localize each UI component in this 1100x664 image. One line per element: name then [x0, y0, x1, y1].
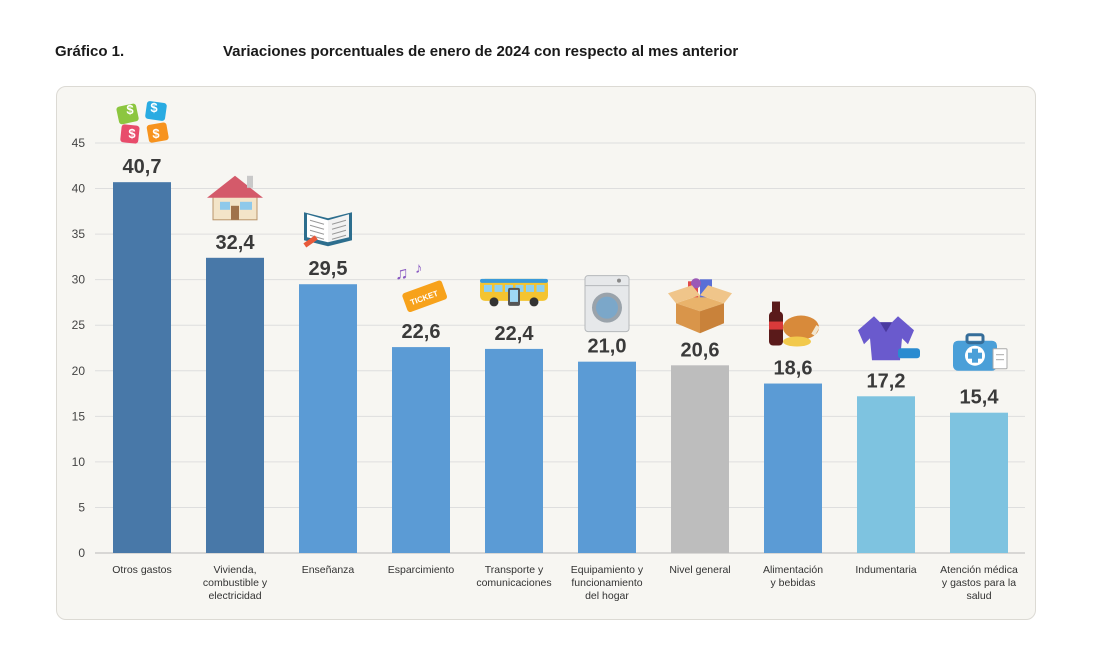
- y-tick-label: 10: [72, 455, 86, 469]
- food-drink-icon: [769, 301, 820, 347]
- y-tick-label: 0: [78, 546, 85, 560]
- x-tick-label: Esparcimiento: [388, 564, 455, 576]
- bar-4: [392, 347, 450, 553]
- first-aid-kit-icon: [953, 333, 1008, 371]
- data-label: 15,4: [960, 387, 1000, 409]
- book-icon: [303, 212, 352, 248]
- box-icon: [668, 278, 732, 334]
- data-label: 17,2: [867, 370, 906, 392]
- bar-3: [299, 284, 357, 553]
- chart-header: Gráfico 1. Variaciones porcentuales de e…: [55, 38, 738, 64]
- y-tick-label: 20: [72, 364, 86, 378]
- bus-icon: [480, 278, 548, 307]
- svg-text:♪: ♪: [415, 260, 423, 277]
- money-puzzle-icon: $ $ $ $: [116, 100, 169, 144]
- svg-text:♫: ♫: [395, 263, 409, 283]
- x-tick-label: Otros gastos: [112, 564, 172, 576]
- svg-text:$: $: [128, 126, 136, 141]
- x-tick-label: Equipamiento y funcionamiento del hogar: [571, 564, 644, 602]
- y-tick-label: 35: [72, 227, 86, 241]
- data-label: 20,6: [681, 339, 720, 361]
- y-tick-label: 5: [78, 500, 85, 514]
- figure-number: Gráfico 1.: [55, 42, 125, 60]
- data-label: 40,7: [123, 156, 162, 178]
- bar-8: [764, 383, 822, 553]
- chart-title: Variaciones porcentuales de enero de 202…: [223, 42, 739, 60]
- x-tick-label: Nivel general: [669, 564, 730, 576]
- data-label: 32,4: [216, 232, 256, 254]
- washing-machine-icon: [584, 275, 630, 333]
- x-tick-label: Vivienda, combustible y electricidad: [203, 564, 268, 602]
- bar-5: [485, 348, 543, 553]
- bar-1: [113, 182, 171, 553]
- bar-6: [578, 361, 636, 553]
- ticket-music-icon: TICKET♫ ♪: [395, 260, 447, 312]
- x-tick-label: Transporte y comunicaciones: [476, 564, 551, 589]
- y-tick-label: 30: [72, 273, 86, 287]
- clothes-icon: [858, 316, 920, 361]
- data-label: 18,6: [774, 358, 813, 380]
- data-label: 22,4: [495, 323, 535, 345]
- x-tick-label: Enseñanza: [302, 564, 355, 576]
- svg-text:$: $: [126, 102, 134, 117]
- y-tick-label: 15: [72, 409, 86, 423]
- bar-9: [857, 396, 915, 553]
- y-tick-label: 40: [72, 182, 86, 196]
- x-tick-label: Indumentaria: [855, 564, 916, 576]
- svg-text:$: $: [152, 126, 160, 141]
- data-label: 22,6: [402, 321, 441, 343]
- bar-2: [206, 257, 264, 553]
- y-tick-label: 45: [72, 136, 86, 150]
- bar-7: [671, 365, 729, 553]
- svg-text:$: $: [150, 100, 158, 115]
- data-label: 21,0: [588, 336, 627, 358]
- bar-10: [950, 412, 1008, 553]
- house-icon: [207, 175, 263, 221]
- x-tick-label: Alimentación y bebidas: [763, 564, 823, 589]
- data-label: 29,5: [309, 258, 348, 280]
- x-tick-label: Atención médica y gastos para la salud: [940, 564, 1018, 602]
- y-tick-label: 25: [72, 318, 86, 332]
